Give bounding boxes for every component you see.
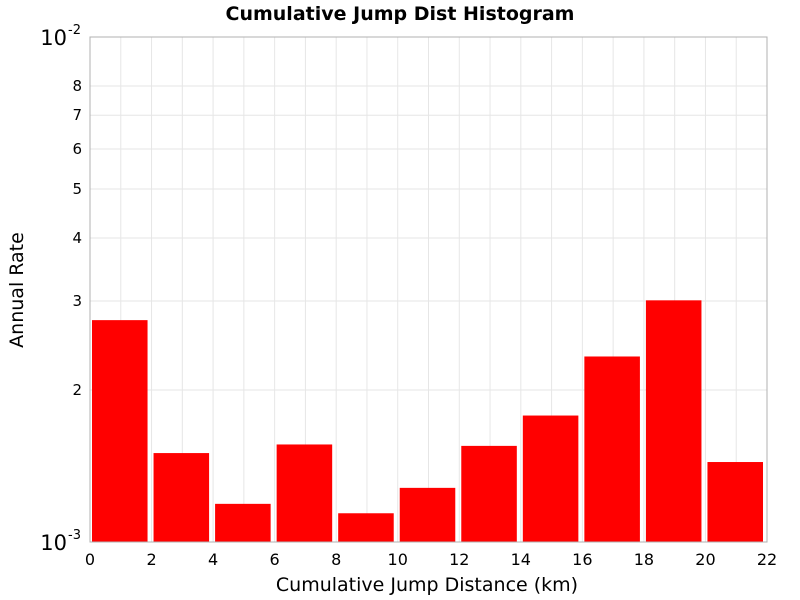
x-tick-label: 8 bbox=[331, 550, 341, 569]
x-tick-label: 12 bbox=[449, 550, 469, 569]
histogram-bar bbox=[461, 445, 517, 542]
histogram-bar bbox=[92, 320, 148, 542]
y-tick-label: 8 bbox=[72, 77, 82, 95]
plot-frame bbox=[89, 36, 768, 543]
bars bbox=[92, 300, 763, 542]
y-major-tick-base: 10 bbox=[40, 26, 67, 50]
y-tick-label: 4 bbox=[72, 229, 82, 247]
x-tick-label: 0 bbox=[85, 550, 95, 569]
x-tick-label: 2 bbox=[146, 550, 156, 569]
y-tick-label: 2 bbox=[72, 381, 82, 399]
x-axis-label: Cumulative Jump Distance (km) bbox=[276, 574, 578, 596]
histogram-bar bbox=[645, 300, 702, 542]
chart-title: Cumulative Jump Dist Histogram bbox=[226, 3, 575, 25]
y-tick-label: 7 bbox=[72, 106, 82, 124]
x-tick-label: 22 bbox=[757, 550, 777, 569]
x-tick-label: 4 bbox=[208, 550, 218, 569]
y-tick-label: 3 bbox=[72, 292, 82, 310]
x-tick-label: 6 bbox=[270, 550, 280, 569]
y-major-tick-exponent: -3 bbox=[68, 528, 81, 543]
y-tick-label: 5 bbox=[72, 180, 82, 198]
x-tick-label: 20 bbox=[695, 550, 715, 569]
y-major-tick-exponent: -2 bbox=[68, 23, 81, 38]
x-tick-label: 16 bbox=[572, 550, 592, 569]
x-tick-label: 10 bbox=[388, 550, 408, 569]
histogram-bar bbox=[153, 453, 210, 542]
histogram-bar bbox=[276, 444, 333, 542]
histogram-bar bbox=[399, 487, 456, 542]
x-tick-label: 18 bbox=[634, 550, 654, 569]
histogram-bar bbox=[707, 462, 763, 542]
histogram-bar bbox=[338, 513, 394, 542]
y-tick-label: 6 bbox=[72, 140, 82, 158]
x-tick-labels: 0 2 4 6 8 10 12 14 16 18 20 22 bbox=[85, 550, 777, 569]
y-axis-label: Annual Rate bbox=[6, 232, 28, 348]
histogram-bar bbox=[584, 356, 640, 542]
histogram-bar bbox=[522, 415, 579, 542]
y-major-tick-base: 10 bbox=[40, 531, 67, 555]
x-tick-label: 14 bbox=[511, 550, 531, 569]
histogram-bar bbox=[215, 503, 271, 542]
